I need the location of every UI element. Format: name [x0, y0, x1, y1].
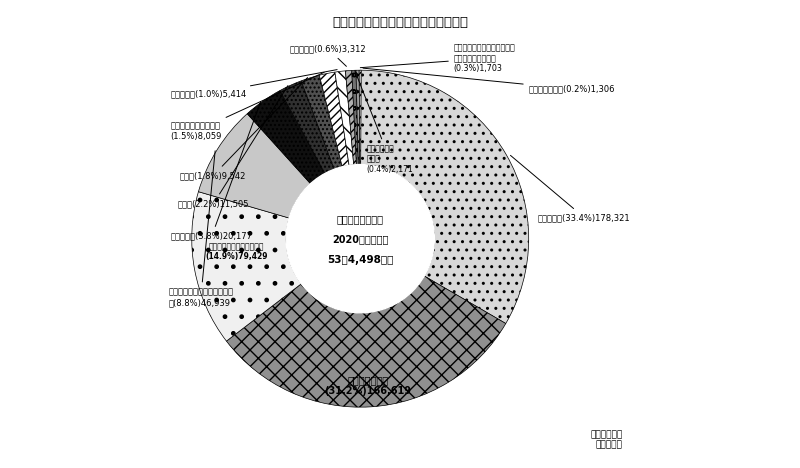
Text: 電気通信業(33.4%)178,321: 電気通信業(33.4%)178,321: [510, 155, 630, 222]
Text: 音声情報制作業(0.2%)1,306: 音声情報制作業(0.2%)1,306: [363, 68, 615, 94]
Circle shape: [286, 165, 434, 313]
Wedge shape: [319, 72, 349, 167]
Wedge shape: [192, 192, 302, 341]
Wedge shape: [360, 70, 529, 323]
Wedge shape: [226, 276, 506, 407]
Text: 図表１－１－３　情報通信業の売上高: 図表１－１－３ 情報通信業の売上高: [332, 16, 468, 29]
Wedge shape: [356, 70, 360, 165]
Text: 広告制作業(0.6%)3,312: 広告制作業(0.6%)3,312: [290, 44, 366, 66]
Text: 情報通信業に係る: 情報通信業に係る: [337, 214, 384, 224]
Wedge shape: [280, 81, 334, 174]
Text: 映像・音声・文字情報制作に
附帯するサービス業
(0.3%)1,703: 映像・音声・文字情報制作に 附帯するサービス業 (0.3%)1,703: [360, 44, 515, 73]
Wedge shape: [359, 70, 362, 165]
Text: その他の情報
通信業
(0.4%)2,171: その他の情報 通信業 (0.4%)2,171: [354, 71, 413, 174]
Text: （　）は割合
単位：億円: （ ）は割合 単位：億円: [590, 430, 622, 449]
Text: 映像情報制作・配給業
(1.5%)8,059: 映像情報制作・配給業 (1.5%)8,059: [170, 73, 324, 141]
Wedge shape: [346, 70, 357, 165]
Text: 有線放送業(1.0%)5,414: 有線放送業(1.0%)5,414: [170, 70, 337, 98]
Wedge shape: [247, 90, 325, 184]
Text: インターネット附随サービス
業(8.8%)46,939: インターネット附随サービス 業(8.8%)46,939: [168, 151, 234, 307]
Wedge shape: [352, 70, 358, 165]
Wedge shape: [198, 114, 310, 218]
Wedge shape: [301, 75, 342, 169]
Text: 出版業(1.8%)9,542: 出版業(1.8%)9,542: [180, 78, 307, 180]
Text: 新聞業(2.2%)11,505: 新聞業(2.2%)11,505: [178, 86, 288, 208]
Text: 53兆4,498億円: 53兆4,498億円: [327, 256, 394, 265]
Wedge shape: [335, 71, 354, 165]
Text: ソフトウェア業
(31.2%)166,619: ソフトウェア業 (31.2%)166,619: [324, 375, 411, 396]
Text: 2020年度売上高: 2020年度売上高: [332, 234, 389, 244]
Text: 情報処理・提供サービス業
(14.9%)79,429: 情報処理・提供サービス業 (14.9%)79,429: [205, 242, 267, 261]
Text: 民間放送業(3.8%)20,177: 民間放送業(3.8%)20,177: [170, 102, 261, 241]
